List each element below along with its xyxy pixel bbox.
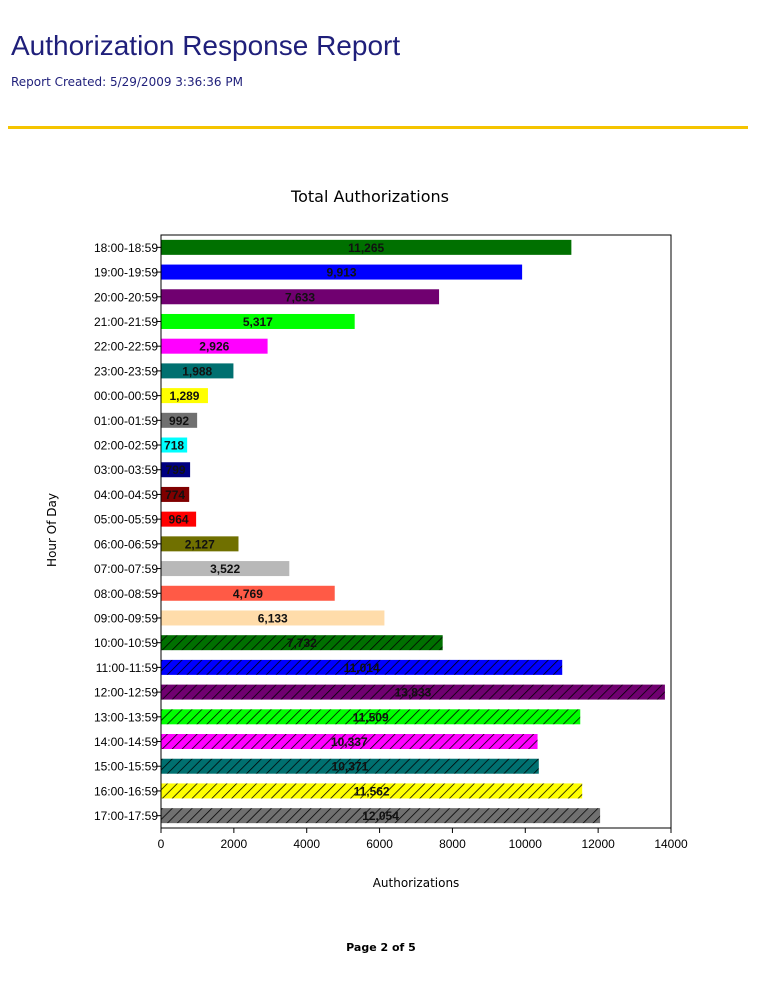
y-tick-label: 23:00-23:59 — [94, 364, 158, 378]
y-tick-label: 07:00-07:59 — [94, 562, 158, 576]
bar-value-label: 774 — [165, 488, 185, 502]
y-tick-label: 16:00-16:59 — [94, 784, 158, 798]
y-tick-label: 14:00-14:59 — [94, 735, 158, 749]
bar-value-label: 11,265 — [348, 241, 384, 255]
bar — [161, 239, 572, 255]
x-tick-label: 14000 — [654, 837, 688, 851]
x-tick-label: 6000 — [366, 837, 393, 851]
bar-value-label: 11,509 — [353, 710, 389, 724]
y-tick-label: 00:00-00:59 — [94, 389, 158, 403]
bar-value-label: 992 — [169, 414, 189, 428]
page-number: Page 2 of 5 — [346, 941, 416, 954]
bar — [161, 585, 335, 601]
y-tick-label: 11:00-11:59 — [96, 661, 159, 675]
bar — [161, 709, 581, 725]
bar-value-label: 11,562 — [354, 784, 390, 798]
y-tick-label: 21:00-21:59 — [94, 315, 158, 329]
x-tick-label: 12000 — [581, 837, 615, 851]
y-tick-label: 03:00-03:59 — [94, 463, 158, 477]
y-tick-label: 13:00-13:59 — [94, 710, 158, 724]
y-tick-label: 17:00-17:59 — [94, 809, 158, 823]
bar-value-label: 799 — [166, 463, 186, 477]
bar — [161, 363, 234, 379]
y-tick-label: 02:00-02:59 — [94, 439, 158, 453]
plot-area-frame — [160, 234, 672, 829]
header-divider — [8, 126, 748, 129]
y-tick-label: 05:00-05:59 — [94, 513, 158, 527]
bar — [161, 511, 197, 527]
bar-value-label: 13,833 — [395, 686, 432, 700]
x-tick-label: 8000 — [439, 837, 466, 851]
bar-value-label: 9,913 — [327, 266, 357, 280]
x-axis-label: Authorizations — [373, 876, 460, 890]
bar — [161, 264, 523, 280]
bar — [161, 734, 538, 750]
y-tick-label: 08:00-08:59 — [94, 587, 158, 601]
bar — [161, 486, 190, 502]
y-tick-label: 15:00-15:59 — [94, 760, 158, 774]
bar — [161, 808, 601, 824]
y-tick-label: 04:00-04:59 — [94, 488, 158, 502]
x-tick-label: 10000 — [509, 837, 543, 851]
bar-value-label: 964 — [169, 513, 189, 527]
y-tick-label: 01:00-01:59 — [94, 414, 158, 428]
bar — [161, 783, 583, 799]
y-tick-label: 09:00-09:59 — [94, 611, 158, 625]
bar-value-label: 7,732 — [287, 636, 317, 650]
bar-value-label: 718 — [164, 439, 184, 453]
bar-value-label: 2,926 — [199, 340, 229, 354]
bar — [161, 388, 208, 404]
bar — [161, 635, 443, 651]
bar-value-label: 10,371 — [332, 760, 369, 774]
bar — [161, 437, 188, 453]
report-created-date: Report Created: 5/29/2009 3:36:36 PM — [11, 75, 243, 89]
x-tick-label: 4000 — [293, 837, 320, 851]
bar — [161, 338, 268, 354]
bar — [161, 412, 198, 428]
y-tick-label: 22:00-22:59 — [94, 340, 158, 354]
y-axis-label: Hour Of Day — [45, 493, 59, 567]
bar-value-label: 11,014 — [344, 661, 380, 675]
y-tick-label: 12:00-12:59 — [94, 686, 158, 700]
bar-value-label: 1,289 — [169, 389, 199, 403]
bar — [161, 313, 355, 329]
y-tick-label: 06:00-06:59 — [94, 537, 158, 551]
bar-value-label: 4,769 — [233, 587, 263, 601]
chart-title: Total Authorizations — [290, 187, 449, 206]
bar — [161, 561, 290, 577]
bar-value-label: 6,133 — [258, 611, 288, 625]
bar-value-label: 3,522 — [210, 562, 240, 576]
bar — [161, 536, 239, 552]
y-tick-label: 18:00-18:59 — [94, 241, 158, 255]
bar — [161, 289, 440, 305]
bar — [161, 610, 385, 626]
bar — [161, 462, 191, 478]
bar-value-label: 10,337 — [331, 735, 368, 749]
bar-value-label: 7,633 — [285, 290, 315, 304]
bar-value-label: 5,317 — [243, 315, 273, 329]
bar-value-label: 1,988 — [182, 364, 212, 378]
bar — [161, 659, 563, 675]
bar-value-label: 2,127 — [185, 537, 215, 551]
x-tick-label: 0 — [158, 837, 165, 851]
y-tick-label: 10:00-10:59 — [94, 636, 158, 650]
x-tick-label: 2000 — [221, 837, 248, 851]
report-title: Authorization Response Report — [11, 30, 401, 61]
bar — [161, 758, 539, 774]
y-tick-label: 20:00-20:59 — [94, 290, 158, 304]
bar-value-label: 12,054 — [362, 809, 399, 823]
y-tick-label: 19:00-19:59 — [94, 266, 158, 280]
bar — [161, 684, 665, 700]
